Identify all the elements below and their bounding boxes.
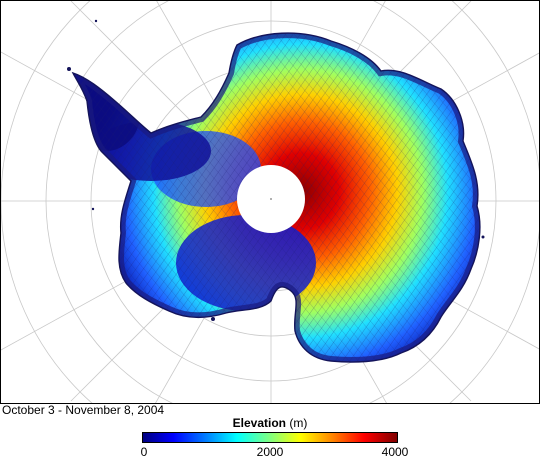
map-panel xyxy=(0,0,540,404)
colorbar-tick-min: 0 xyxy=(140,445,148,459)
legend-unit: (m) xyxy=(289,416,308,430)
legend-title-label: Elevation xyxy=(232,416,286,430)
colorbar-tick-mid: 2000 xyxy=(256,445,284,459)
elevation-map xyxy=(1,1,539,403)
legend-title: Elevation (m) xyxy=(0,416,540,430)
date-range-caption: October 3 - November 8, 2004 xyxy=(2,403,165,417)
elevation-colorbar xyxy=(142,432,398,443)
colorbar-tick-max: 4000 xyxy=(381,445,409,459)
